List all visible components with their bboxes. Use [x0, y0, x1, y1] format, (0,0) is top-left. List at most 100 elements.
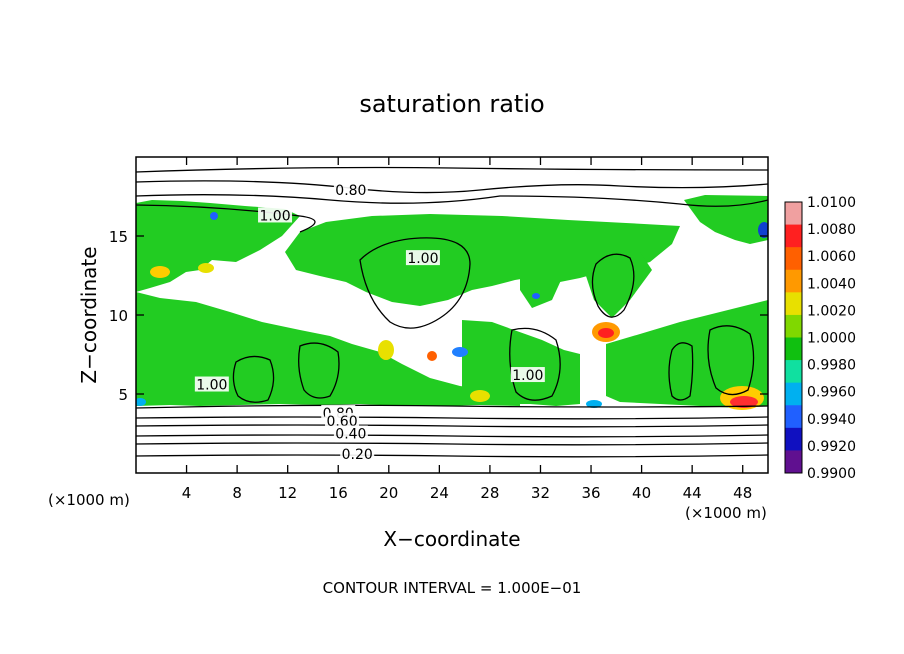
contour-base-04: [136, 434, 768, 438]
spot-hot-6: [427, 351, 437, 361]
colorbar-level-label: 0.9980: [807, 358, 856, 374]
contour-base-05: [136, 424, 768, 428]
spot-hot-2-core: [598, 328, 614, 338]
spot-cold-4: [586, 400, 602, 408]
contour-label-bg: [325, 412, 360, 428]
x-tick-label: 44: [683, 484, 702, 502]
contour-lines: [136, 166, 768, 458]
contour-right-loop: [591, 253, 635, 318]
colorbar-level-label: 1.0000: [807, 331, 856, 347]
contour-label-bg: [333, 425, 368, 441]
contour-label-bg: [333, 182, 368, 198]
colorbar-swatch: [785, 314, 802, 338]
colorbar-swatch: [785, 450, 802, 474]
colorbar-level-label: 1.0100: [807, 195, 856, 211]
x-tick-label: 4: [182, 484, 192, 502]
spot-cold-3: [136, 398, 146, 406]
chart-title: saturation ratio: [359, 90, 544, 118]
contour-label-bg: [510, 367, 545, 383]
colorbar-swatch: [785, 292, 802, 316]
colorbar-level-label: 0.9940: [807, 412, 856, 428]
spot-cold-5: [210, 212, 218, 220]
x-tick-label: 12: [278, 484, 297, 502]
contour-label-bg: [405, 250, 440, 266]
x-tick-label: 8: [232, 484, 242, 502]
x-tick-label: 40: [632, 484, 651, 502]
x-tick-label: 32: [531, 484, 550, 502]
x-tick-label: 24: [430, 484, 449, 502]
spot-hot-7: [470, 390, 490, 402]
plot-area: 0.801.001.001.001.000.800.600.400.20: [136, 157, 768, 473]
contour-mid-loop: [298, 342, 340, 399]
contour-base-08: [136, 404, 768, 409]
region-mid-patch: [586, 248, 652, 318]
x-tick-label: 36: [581, 484, 600, 502]
spot-hot-5: [378, 340, 394, 360]
contour-base-02: [136, 454, 768, 458]
colorbar: 1.0100 1.0080 1.0060 1.0040 1.0020 1.0000 0.99…: [784, 195, 856, 482]
contour-top-2: [136, 180, 768, 194]
x-tick-label: 20: [379, 484, 398, 502]
region-right-lower: [606, 300, 768, 408]
x-tick-label: 48: [733, 484, 752, 502]
region-left-upper: [136, 200, 300, 292]
colorbar-swatch: [785, 405, 802, 429]
x-axis-label: X−coordinate: [383, 527, 520, 551]
colorbar-swatch: [785, 360, 802, 384]
x-tick-label: 16: [329, 484, 348, 502]
y-axis-label: Z−coordinate: [77, 246, 101, 383]
colorbar-swatch: [785, 202, 802, 225]
colorbar-level-label: 1.0020: [807, 303, 856, 319]
spot-hot-4: [198, 263, 214, 273]
y-axis: 5 10 15: [109, 228, 768, 404]
supersaturated-spots: [136, 212, 768, 410]
colorbar-level-label: 1.0080: [807, 222, 856, 238]
x-unit-left: (×1000 m): [48, 491, 130, 509]
colorbar-level-label: 0.9920: [807, 439, 856, 455]
spot-cold-6: [532, 293, 540, 299]
contour-base-06: [136, 416, 768, 420]
contour-left-lower-loop: [232, 355, 275, 403]
contour-top-3: [136, 194, 768, 207]
colorbar-swatch: [785, 382, 802, 406]
contour-label: 1.00: [407, 251, 438, 267]
x-axis: 4 8 12 16 20 24 28 32 36 40 44 48: [182, 157, 752, 502]
colorbar-swatch: [785, 269, 802, 293]
contour-label-bg: [258, 207, 293, 223]
x-tick-label: 28: [480, 484, 499, 502]
contour-label-bg: [340, 446, 375, 462]
region-patch-a: [520, 260, 562, 308]
y-tick-label: 15: [109, 228, 128, 246]
spot-hot-1-core: [730, 396, 758, 408]
spot-cold-1: [452, 347, 468, 357]
contour-label-bg: [194, 376, 229, 392]
contour-right-lower-loop: [668, 342, 694, 401]
colorbar-frame: [784, 201, 803, 474]
contour-label: 0.40: [335, 427, 366, 443]
saturated-regions: [136, 195, 768, 408]
x-unit-right: (×1000 m): [685, 504, 767, 522]
region-center-lower: [462, 320, 580, 406]
contour-interval-footer: CONTOUR INTERVAL = 1.000E−01: [323, 579, 582, 597]
region-right-upper: [684, 195, 768, 244]
colorbar-swatch: [785, 224, 802, 248]
y-tick-label: 5: [118, 386, 128, 404]
contour-label: 1.00: [196, 378, 227, 394]
colorbar-level-label: 0.9900: [807, 466, 856, 482]
colorbar-level-label: 1.0060: [807, 249, 856, 265]
colorbar-swatch: [785, 337, 802, 361]
region-center: [285, 214, 680, 306]
y-tick-label: 10: [109, 307, 128, 325]
colorbar-swatch: [785, 427, 802, 451]
contour-labels: 0.801.001.001.001.000.800.600.400.20: [194, 182, 545, 463]
colorbar-level-label: 1.0040: [807, 276, 856, 292]
contour-top-1: [136, 166, 768, 173]
region-left-lower: [136, 292, 520, 406]
colorbar-level-label: 0.9960: [807, 385, 856, 401]
contour-label: 0.20: [342, 447, 373, 463]
contour-label: 0.80: [335, 183, 366, 199]
contour-label: 1.00: [259, 208, 290, 224]
contour-center-loop: [359, 237, 471, 329]
spot-hot-3: [150, 266, 170, 278]
